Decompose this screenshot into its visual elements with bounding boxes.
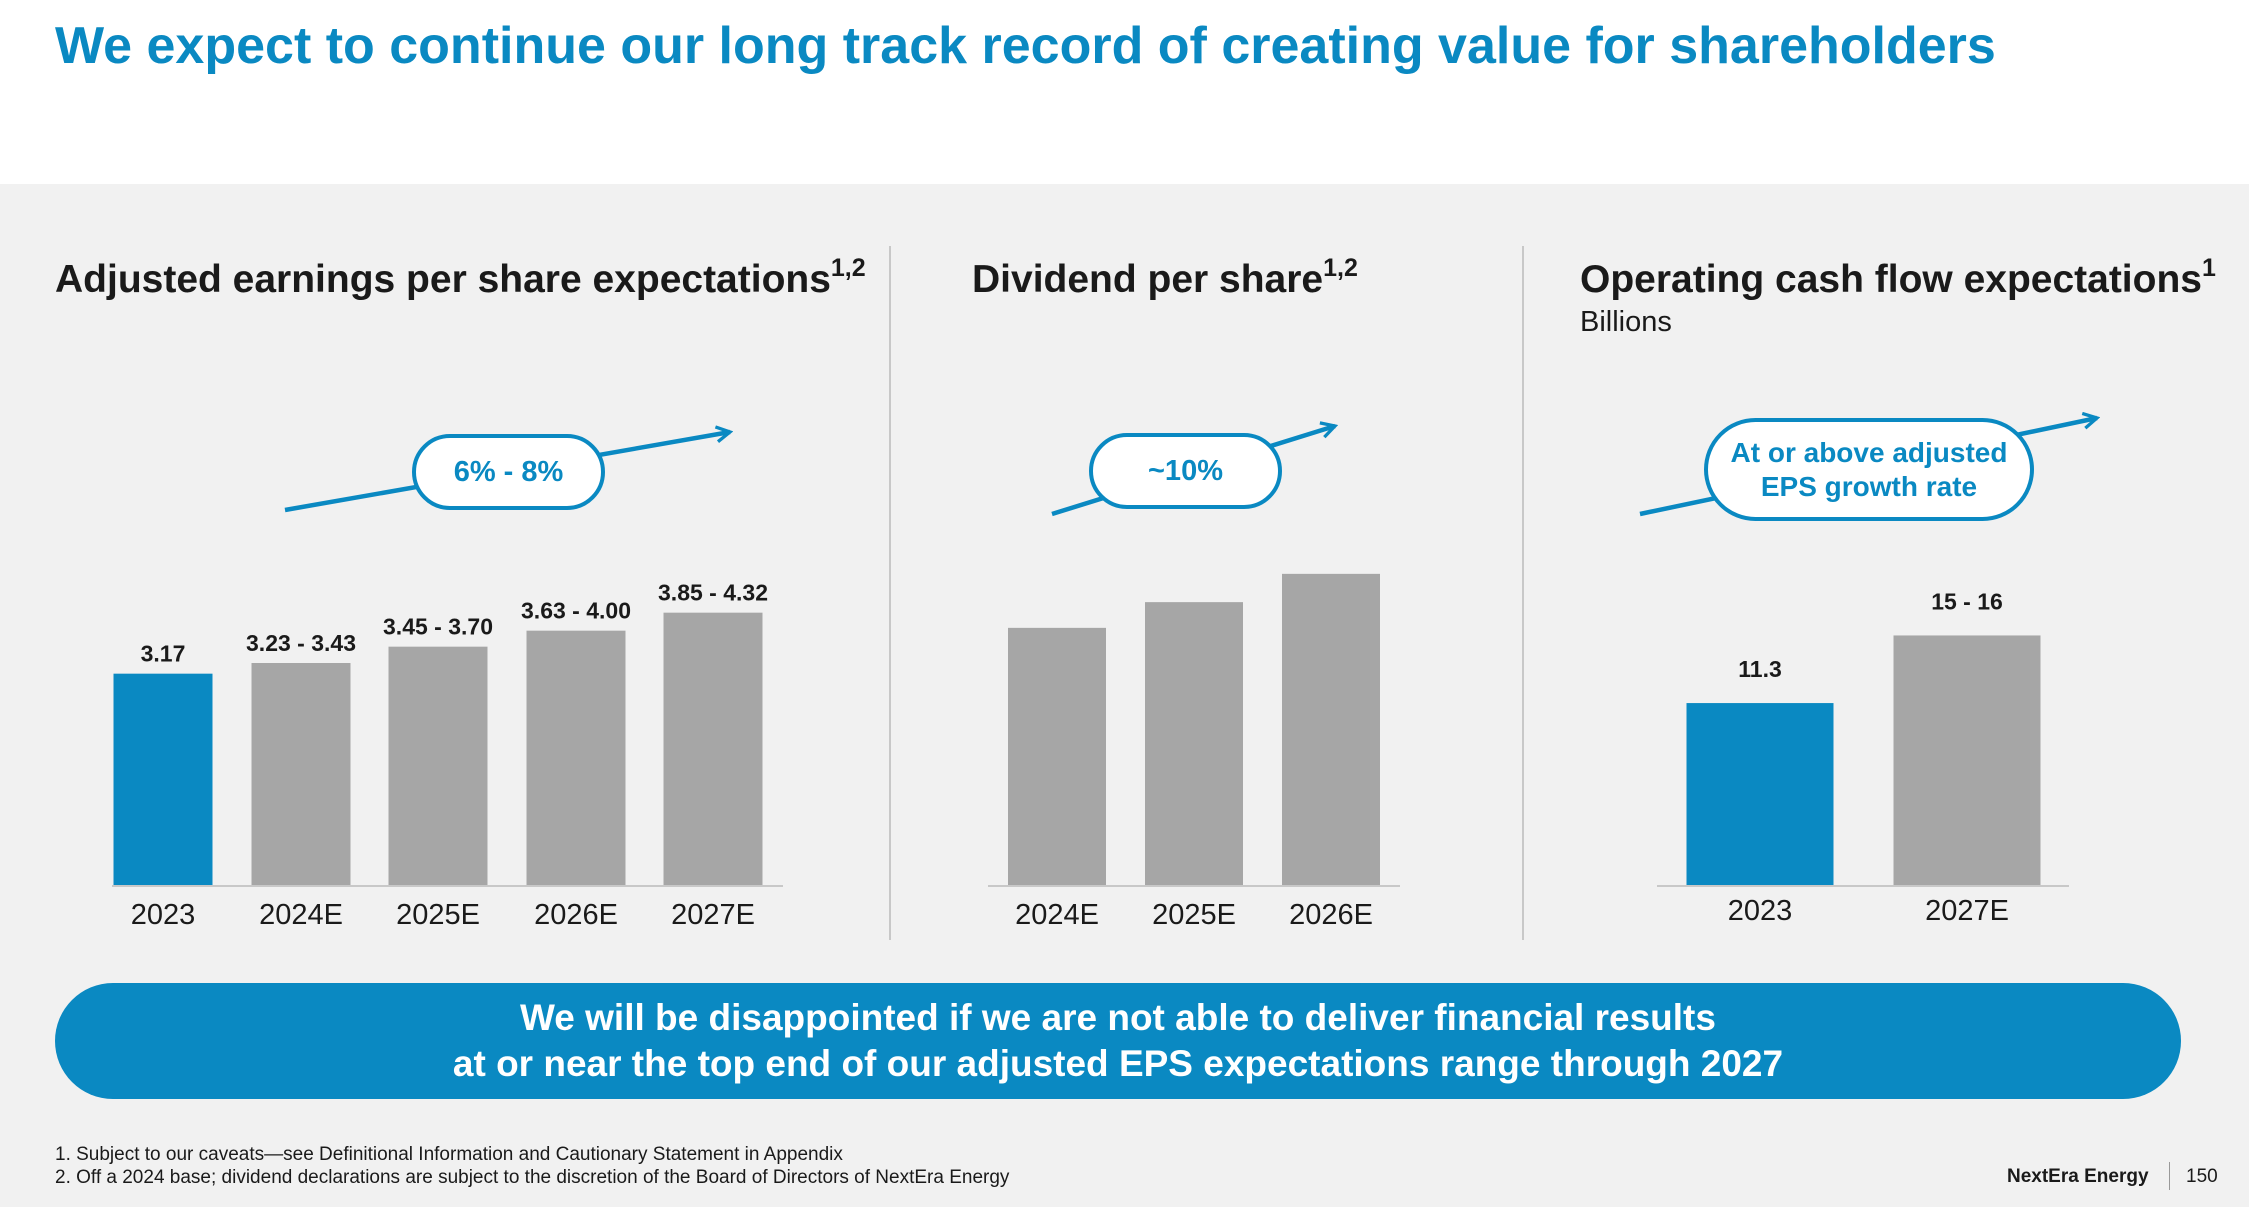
cashflow-category-label-2027E: 2027E <box>1925 895 2009 927</box>
eps-bar-2024E <box>251 663 351 885</box>
eps-bar-2026E <box>526 630 626 885</box>
panel-divider <box>889 246 891 940</box>
cashflow-title-footnote: 1 <box>2201 254 2216 282</box>
cashflow-panel-title: Operating cash flow expectations1 <box>1580 256 2216 302</box>
cashflow-growth-label-line2: EPS growth rate <box>1760 470 1978 502</box>
dividend-bar-2026E <box>1282 573 1380 885</box>
eps-category-label-2023: 2023 <box>131 899 196 931</box>
cashflow-bar-2027E <box>1893 635 2041 885</box>
footnote-1: 1. Subject to our caveats—see Definition… <box>55 1144 843 1165</box>
cashflow-data-label-2023: 11.3 <box>1738 656 1782 682</box>
footnote-2: 2. Off a 2024 base; dividend declaration… <box>55 1167 1010 1189</box>
eps-title-text: Adjusted earnings per share expectations <box>55 258 831 301</box>
dividend-bar-2024E <box>1008 627 1106 885</box>
eps-category-label-2027E: 2027E <box>671 899 755 931</box>
banner-line-2: at or near the top end of our adjusted E… <box>452 1043 1784 1084</box>
eps-data-label-2024E: 3.23 - 3.43 <box>246 630 356 656</box>
cashflow-growth-pill: At or above adjusted EPS growth rate <box>1704 418 2034 521</box>
eps-category-label-2026E: 2026E <box>534 899 618 931</box>
eps-bar-2027E <box>663 612 763 885</box>
dividend-title-footnote: 1,2 <box>1323 254 1358 282</box>
cashflow-bar-2023 <box>1686 703 1834 885</box>
footer-separator <box>2169 1162 2170 1190</box>
eps-category-label-2025E: 2025E <box>396 899 480 931</box>
eps-growth-pill: 6% - 8% <box>412 434 605 510</box>
eps-title-footnote: 1,2 <box>830 254 866 282</box>
key-message-banner: We will be disappointed if we are not ab… <box>55 983 2181 1099</box>
eps-bar-2023 <box>113 673 213 885</box>
brand-name: NextEra Energy <box>2007 1166 2149 1187</box>
panel-divider <box>1522 246 1524 940</box>
eps-growth-label: 6% - 8% <box>453 455 564 488</box>
eps-data-label-2025E: 3.45 - 3.70 <box>383 614 493 640</box>
dividend-bar-2025E <box>1145 602 1243 885</box>
dividend-growth-label: ~10% <box>1148 454 1223 487</box>
cashflow-title-text: Operating cash flow expectations <box>1580 258 2202 301</box>
dividend-panel-title: Dividend per share1,2 <box>972 256 1358 302</box>
banner-line-1: We will be disappointed if we are not ab… <box>520 997 1716 1039</box>
footnotes: 1. Subject to our caveats—see Definition… <box>55 1143 1009 1189</box>
eps-data-label-2023: 3.17 <box>141 641 186 667</box>
eps-data-label-2027E: 3.85 - 4.32 <box>658 580 768 606</box>
cashflow-growth-label-line1: At or above adjusted <box>1730 436 2008 468</box>
cashflow-category-label-2023: 2023 <box>1728 895 1793 927</box>
eps-data-label-2026E: 3.63 - 4.00 <box>521 598 631 624</box>
eps-bar-2025E <box>388 646 488 885</box>
dividend-category-label-2026E: 2026E <box>1289 899 1373 931</box>
page-number: 150 <box>2186 1166 2218 1187</box>
eps-panel-title: Adjusted earnings per share expectations… <box>55 256 866 302</box>
slide-title: We expect to continue our long track rec… <box>55 17 1996 75</box>
cashflow-data-label-2027E: 15 - 16 <box>1931 588 2003 614</box>
dividend-category-label-2024E: 2024E <box>1015 899 1099 931</box>
dividend-title-text: Dividend per share <box>972 258 1324 301</box>
dividend-category-label-2025E: 2025E <box>1152 899 1236 931</box>
eps-category-label-2024E: 2024E <box>259 899 343 931</box>
dividend-growth-pill: ~10% <box>1089 433 1282 509</box>
cashflow-panel-subtitle: Billions <box>1580 306 1672 338</box>
